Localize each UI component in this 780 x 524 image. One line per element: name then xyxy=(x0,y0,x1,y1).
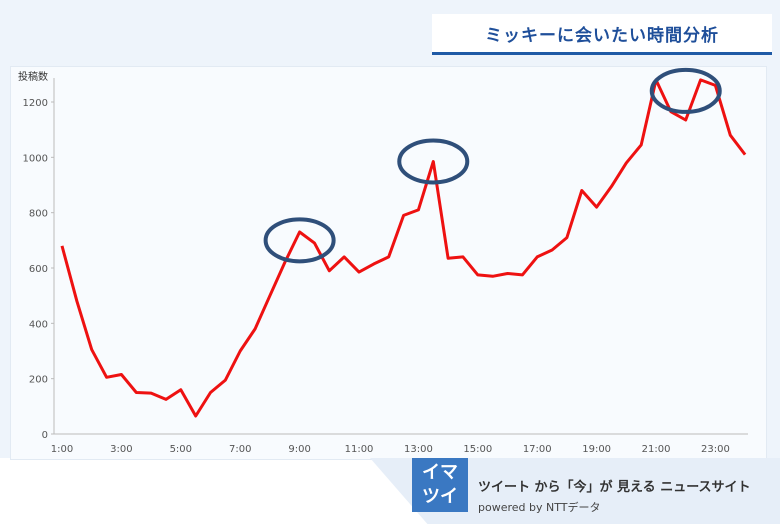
highlight-circle xyxy=(263,217,336,264)
x-tick-label: 5:00 xyxy=(170,444,192,455)
x-tick-label: 3:00 xyxy=(110,444,132,455)
imatsui-logo[interactable]: イマ ツイ xyxy=(412,458,468,512)
x-tick-label: 15:00 xyxy=(463,444,492,455)
x-tick-label: 7:00 xyxy=(229,444,251,455)
logo-text-bottom: ツイ xyxy=(422,486,458,507)
highlight-circle xyxy=(649,67,722,114)
series-line xyxy=(60,78,747,418)
logo-text-top: イマ xyxy=(422,462,458,483)
x-tick-label: 17:00 xyxy=(523,444,552,455)
x-tick-label: 21:00 xyxy=(642,444,671,455)
x-tick-label: 19:00 xyxy=(582,444,611,455)
footer-tagline: ツイート から「今」が 見える ニュースサイト xyxy=(478,480,751,495)
chart-plot-background xyxy=(10,66,767,460)
highlight-circle xyxy=(397,138,470,185)
y-axis-title: 投稿数 xyxy=(18,70,48,83)
footer-powered-by: powered by NTTデータ xyxy=(478,501,601,514)
x-tick-label: 11:00 xyxy=(345,444,374,455)
x-tick-label: 1:00 xyxy=(51,444,73,455)
y-tick-label: 800 xyxy=(29,209,48,220)
x-tick-label: 13:00 xyxy=(404,444,433,455)
y-tick-label: 400 xyxy=(29,319,48,330)
x-tick-label: 23:00 xyxy=(701,444,730,455)
line-chart: 0 200 400 600 800 1000 1200 1:00 3:00 5:00 7:00 9:0… xyxy=(18,67,748,455)
y-tick-label: 1200 xyxy=(23,98,48,109)
y-tick-label: 0 xyxy=(42,430,48,441)
y-tick-label: 200 xyxy=(29,375,48,386)
title-box: ミッキーに会いたい時間分析 xyxy=(432,14,772,55)
x-tick-label: 9:00 xyxy=(288,444,310,455)
chart-title: ミッキーに会いたい時間分析 xyxy=(485,25,719,46)
y-tick-label: 600 xyxy=(29,264,48,275)
y-tick-label: 1000 xyxy=(23,153,48,164)
